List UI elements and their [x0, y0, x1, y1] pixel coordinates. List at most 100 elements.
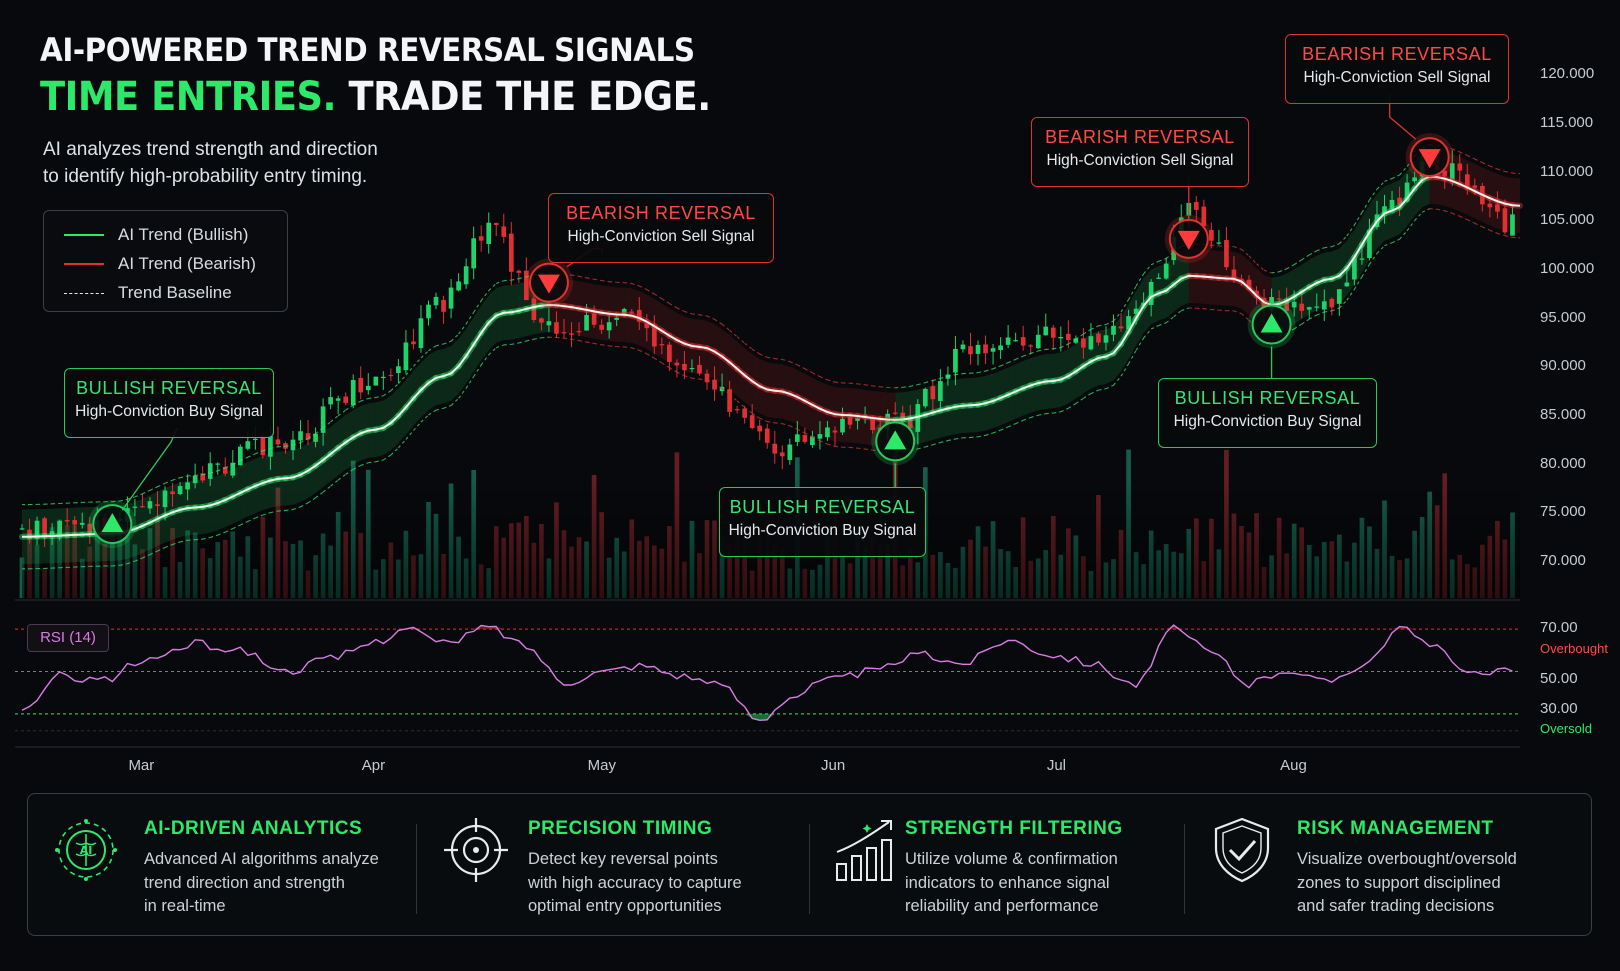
- trend-envelope: [119, 563, 128, 566]
- candle-body: [975, 344, 981, 354]
- candle-body: [1359, 258, 1365, 260]
- trend-envelope: [609, 345, 617, 348]
- trend-envelope: [496, 280, 504, 284]
- trend-envelope: [1504, 235, 1513, 238]
- svg-text:AI: AI: [80, 844, 93, 857]
- candle-body: [1314, 306, 1320, 308]
- candle-body: [388, 374, 394, 377]
- trend-envelope: [134, 493, 143, 498]
- trend-envelope: [736, 400, 746, 408]
- trend-envelope: [465, 312, 475, 325]
- trend-envelope: [1391, 238, 1400, 244]
- trend-envelope: [247, 453, 256, 458]
- candle-body: [463, 266, 469, 285]
- trend-envelope: [134, 557, 143, 562]
- trend-envelope: [217, 531, 226, 536]
- trend-envelope: [405, 430, 414, 440]
- candle-body: [606, 322, 612, 331]
- trend-envelope: [1165, 252, 1175, 259]
- trend-envelope: [932, 442, 941, 446]
- feature-desc-line: optimal entry opportunities: [528, 897, 722, 915]
- trend-envelope: [1399, 166, 1408, 176]
- trend-envelope: [1241, 248, 1250, 257]
- trend-envelope: [947, 438, 956, 442]
- candle-body: [237, 446, 243, 466]
- trend-envelope: [578, 340, 587, 343]
- trend-envelope: [1384, 177, 1393, 182]
- trend-envelope: [217, 467, 226, 472]
- candle-body: [885, 413, 891, 430]
- candle-body: [313, 433, 318, 442]
- trend-envelope: [827, 379, 836, 383]
- trend-envelope: [1331, 307, 1340, 312]
- trend-envelope: [1474, 158, 1483, 164]
- trend-envelope: [902, 385, 911, 388]
- trend-envelope: [827, 443, 836, 447]
- candle-body: [787, 444, 793, 460]
- trend-envelope: [639, 349, 648, 355]
- trend-envelope: [270, 510, 279, 514]
- candle-body: [847, 417, 853, 425]
- trend-envelope: [397, 439, 407, 449]
- trend-envelope: [345, 468, 354, 475]
- trend-envelope: [970, 372, 979, 374]
- trend-envelope: [1241, 313, 1250, 321]
- trend-envelope: [736, 336, 746, 344]
- candle-body: [1081, 338, 1086, 348]
- trend-envelope: [1437, 208, 1445, 212]
- time-tick-label: Aug: [1280, 757, 1307, 774]
- trend-envelope: [992, 429, 1001, 434]
- feature-desc-line: trend direction and strength: [144, 873, 345, 892]
- candle-body: [524, 270, 529, 301]
- trend-envelope: [142, 489, 151, 495]
- candle-body: [79, 522, 85, 525]
- candle-body: [275, 439, 281, 445]
- candle-body: [260, 435, 266, 456]
- signal-callout-bullish: BULLISH REVERSAL High-Conviction Buy Sig…: [1158, 378, 1377, 448]
- trend-envelope: [1256, 263, 1265, 271]
- trend-envelope: [488, 283, 497, 291]
- subtitle-line: AI analyzes trend strength and direction: [43, 139, 378, 160]
- trend-envelope: [511, 342, 519, 345]
- candle-body: [1321, 301, 1327, 310]
- trend-envelope: [804, 432, 813, 438]
- trend-envelope: [1512, 172, 1521, 175]
- trend-envelope: [1105, 320, 1114, 326]
- price-tick-label: 105.000: [1540, 211, 1595, 229]
- candle-body: [365, 385, 371, 391]
- trend-envelope: [202, 536, 211, 540]
- page-title: AI-POWERED TREND REVERSAL SIGNALS: [40, 31, 695, 69]
- oversold-fill: [759, 713, 768, 721]
- trend-envelope: [518, 340, 527, 344]
- trend-envelope: [1482, 162, 1491, 167]
- candle-body: [810, 436, 815, 446]
- trend-envelope: [1293, 259, 1302, 266]
- trend-envelope: [1504, 170, 1513, 174]
- trend-envelope: [932, 377, 941, 382]
- trend-envelope: [262, 512, 271, 516]
- trend-envelope: [917, 446, 926, 450]
- candle-body: [456, 281, 461, 291]
- feature-desc-line: zones to support disciplined: [1297, 873, 1501, 892]
- trend-envelope: [1368, 253, 1378, 265]
- time-tick-label: May: [587, 757, 616, 774]
- trend-envelope: [1135, 337, 1145, 351]
- candle-body: [1404, 182, 1410, 202]
- trend-envelope: [819, 376, 828, 381]
- trend-envelope: [865, 448, 873, 451]
- candle-body: [253, 438, 258, 440]
- candle-body: [1148, 281, 1154, 305]
- trend-envelope: [300, 502, 309, 508]
- trend-envelope: [488, 347, 497, 356]
- subtitle: AI analyzes trend strength and direction…: [43, 136, 443, 190]
- legend-swatch: [64, 263, 104, 265]
- candle-body: [1487, 203, 1493, 208]
- candle-body: [870, 417, 875, 431]
- trend-envelope: [955, 437, 964, 440]
- callout-title: BEARISH REVERSAL: [1302, 44, 1492, 64]
- trend-envelope: [797, 364, 806, 370]
- candle-body: [1510, 214, 1515, 236]
- trend-envelope: [624, 346, 632, 349]
- trend-envelope: [345, 404, 354, 411]
- candle-body: [1216, 242, 1222, 244]
